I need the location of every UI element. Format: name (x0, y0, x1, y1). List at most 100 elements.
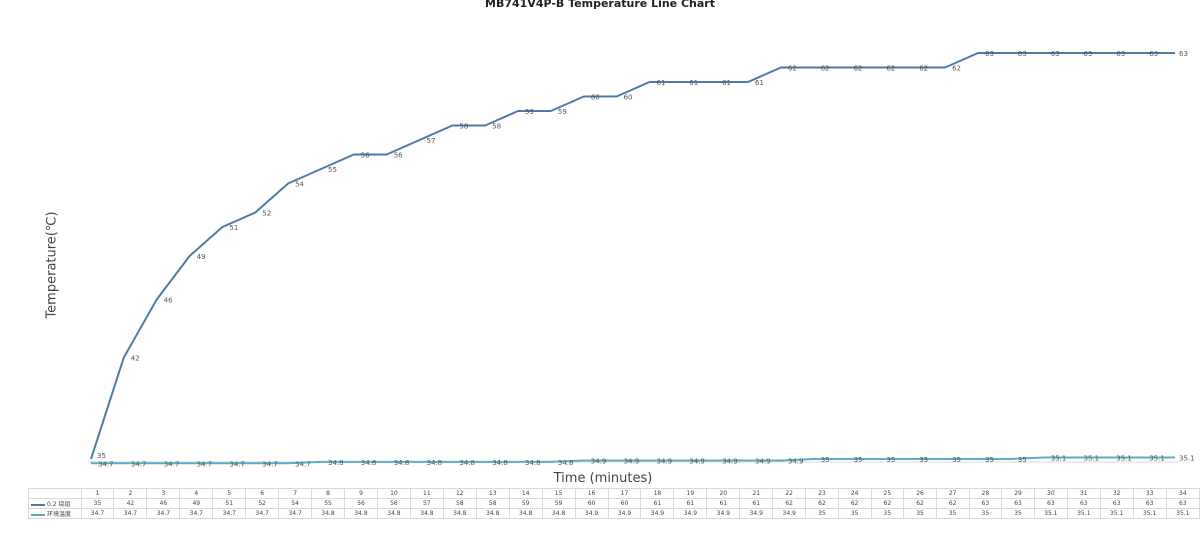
category-cell: 11 (409, 488, 444, 499)
value-cell: 63 (1033, 498, 1068, 509)
value-cell: 34.9 (739, 508, 774, 519)
legend-entry: 环境温度 (28, 508, 82, 519)
category-cell: 34 (1165, 488, 1200, 499)
category-cell: 24 (837, 488, 872, 499)
data-label: 59 (525, 108, 534, 116)
data-label: 34.9 (722, 458, 738, 466)
data-label: 57 (427, 137, 436, 145)
table-header-row: 1 2 3 4 5 6 7 8 9 10 11 12 13 14 15 16 17 18 19 20 21 22 23 24 2… (28, 488, 1200, 499)
data-label: 63 (1116, 50, 1125, 58)
category-cell: 8 (311, 488, 346, 499)
category-cell: 13 (475, 488, 510, 499)
category-cell: 31 (1066, 488, 1101, 499)
value-cell: 35 (1001, 508, 1035, 519)
value-cell: 61 (673, 498, 708, 509)
data-label: 35 (919, 456, 928, 464)
legend-label: 环境温度 (47, 511, 72, 518)
legend-swatch (31, 513, 45, 516)
category-cell: 29 (1001, 488, 1035, 499)
data-label: 60 (591, 94, 600, 102)
data-label: 58 (492, 123, 501, 131)
table-row: 环境温度 34.7 34.7 34.7 34.7 34.7 34.7 34.7 34.8 34.8… (28, 508, 1200, 519)
data-label: 34.8 (328, 459, 344, 467)
value-cell: 34.8 (311, 508, 346, 519)
value-cell: 55 (311, 498, 346, 509)
value-cell: 35 (903, 508, 937, 519)
value-cell: 34.9 (772, 508, 807, 519)
category-cell: 18 (640, 488, 675, 499)
data-label: 63 (1149, 50, 1158, 58)
category-cell: 21 (739, 488, 774, 499)
data-label: 34.7 (197, 460, 213, 468)
data-label: 62 (952, 65, 961, 73)
value-cell: 34.7 (80, 508, 115, 519)
value-cell: 54 (278, 498, 313, 509)
value-cell: 56 (344, 498, 378, 509)
value-cell: 34.9 (607, 508, 642, 519)
data-label: 34.8 (525, 459, 541, 467)
category-cell: 3 (146, 488, 181, 499)
data-label: 35 (985, 456, 994, 464)
value-cell: 61 (706, 498, 741, 509)
value-cell: 34.8 (475, 508, 510, 519)
value-cell: 34.8 (344, 508, 378, 519)
data-label: 49 (197, 253, 206, 261)
data-label: 54 (295, 181, 304, 189)
data-label: 34.7 (262, 460, 278, 468)
value-cell: 60 (607, 498, 642, 509)
category-cell: 1 (80, 488, 115, 499)
data-label: 35.1 (1084, 455, 1100, 463)
data-label: 46 (164, 297, 173, 305)
value-cell: 63 (1132, 498, 1167, 509)
data-label: 56 (361, 152, 370, 160)
category-cell: 15 (541, 488, 576, 499)
value-cell: 42 (113, 498, 148, 509)
data-label: 34.8 (492, 459, 508, 467)
value-cell: 34.8 (409, 508, 444, 519)
value-cell: 62 (837, 498, 872, 509)
legend-entry: 0.2 绕组 (28, 498, 82, 509)
data-label: 52 (262, 210, 271, 218)
value-cell: 62 (870, 498, 905, 509)
data-label: 62 (821, 65, 830, 73)
series-line-1 (91, 456, 1175, 465)
value-cell: 35.1 (1132, 508, 1167, 519)
value-cell: 63 (1099, 498, 1134, 509)
data-label: 56 (394, 152, 403, 160)
data-label: 35 (97, 452, 106, 460)
value-cell: 35 (80, 498, 115, 509)
value-cell: 34.7 (245, 508, 280, 519)
category-cell: 14 (508, 488, 543, 499)
category-cell: 20 (706, 488, 741, 499)
value-cell: 61 (640, 498, 675, 509)
category-cell: 33 (1132, 488, 1167, 499)
data-label: 34.9 (657, 458, 673, 466)
data-label: 35 (1018, 456, 1027, 464)
data-label: 34.9 (624, 458, 640, 466)
data-label: 51 (229, 224, 238, 232)
value-cell: 58 (442, 498, 477, 509)
legend-label: 0.2 绕组 (47, 501, 71, 508)
data-label: 61 (657, 79, 666, 87)
category-cell: 2 (113, 488, 148, 499)
data-label: 61 (689, 79, 698, 87)
value-cell: 56 (376, 498, 411, 509)
value-cell: 34.9 (574, 508, 609, 519)
data-label: 34.8 (361, 459, 377, 467)
category-cell: 12 (442, 488, 477, 499)
data-label: 34.9 (689, 458, 705, 466)
value-cell: 34.7 (146, 508, 181, 519)
data-label: 35.1 (1116, 455, 1132, 463)
category-cell: 6 (245, 488, 280, 499)
category-cell: 4 (179, 488, 214, 499)
value-cell: 35 (935, 508, 970, 519)
value-cell: 34.8 (541, 508, 576, 519)
value-cell: 51 (212, 498, 247, 509)
value-cell: 35.1 (1099, 508, 1134, 519)
value-cell: 62 (805, 498, 839, 509)
value-cell: 61 (739, 498, 774, 509)
data-label: 58 (459, 123, 468, 131)
value-cell: 62 (772, 498, 807, 509)
data-label: 55 (328, 166, 337, 174)
value-cell: 63 (1066, 498, 1101, 509)
